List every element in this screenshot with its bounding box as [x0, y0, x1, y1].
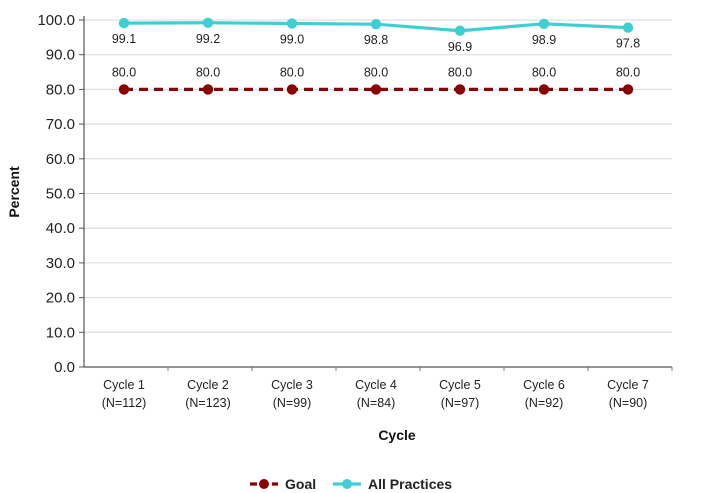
- x-axis-tick-labels: Cycle 1 (N=112) Cycle 2 (N=123) Cycle 3 (N=99…: [102, 378, 649, 410]
- data-label: 80.0: [448, 65, 472, 79]
- y-tick-label: 60.0: [46, 151, 75, 168]
- data-label: 80.0: [196, 65, 220, 79]
- data-point: [286, 84, 298, 95]
- x-tick-label: Cycle 1: [103, 378, 145, 392]
- x-tick-label: Cycle 5: [439, 378, 481, 392]
- x-tick-label: Cycle 4: [355, 378, 397, 392]
- data-point: [118, 17, 130, 29]
- y-axis-title: Percent: [6, 166, 22, 218]
- data-labels: 80.0 80.0 80.0 80.0 80.0 80.0 80.0 99.1 99.2 99.0…: [112, 32, 640, 80]
- y-tick-label: 0.0: [54, 359, 75, 376]
- y-tick-label: 20.0: [46, 290, 75, 307]
- legend-label: All Practices: [368, 476, 452, 492]
- y-tick-label: 30.0: [46, 255, 75, 272]
- y-tick-label: 100.0: [37, 12, 75, 29]
- y-tick-label: 70.0: [46, 116, 75, 133]
- x-tick-sublabel: (N=84): [357, 396, 396, 410]
- x-tick-sublabel: (N=90): [609, 396, 648, 410]
- data-label: 98.8: [364, 33, 388, 47]
- x-tick-label: Cycle 3: [271, 378, 313, 392]
- x-tick-sublabel: (N=97): [441, 396, 480, 410]
- y-tick-label: 50.0: [46, 186, 75, 203]
- y-tick-label: 10.0: [46, 324, 75, 341]
- data-label: 99.0: [280, 32, 304, 46]
- data-label: 80.0: [532, 65, 556, 79]
- y-axis-tick-labels: 0.0 10.0 20.0 30.0 40.0 50.0 60.0 70.0 80.0 90.0 1…: [37, 12, 75, 376]
- data-label: 99.2: [196, 32, 220, 46]
- data-point: [622, 22, 634, 33]
- gridlines: [84, 19, 672, 333]
- data-point: [202, 84, 214, 95]
- data-point: [538, 18, 550, 30]
- data-label: 96.9: [448, 40, 472, 54]
- data-label: 99.1: [112, 32, 136, 46]
- data-point: [622, 84, 634, 95]
- x-tick-sublabel: (N=112): [102, 396, 147, 410]
- data-label: 97.8: [616, 37, 640, 51]
- data-point: [286, 18, 298, 29]
- data-label: 80.0: [616, 65, 640, 79]
- x-tick-sublabel: (N=99): [273, 396, 312, 410]
- series: [118, 17, 634, 95]
- data-label: 98.9: [532, 33, 556, 47]
- legend: Goal All Practices: [250, 476, 452, 492]
- legend-label: Goal: [285, 476, 316, 492]
- legend-swatch-marker: [342, 479, 352, 489]
- data-point: [370, 18, 382, 30]
- data-point: [454, 84, 466, 95]
- data-label: 80.0: [364, 65, 388, 79]
- x-tick-label: Cycle 6: [523, 378, 565, 392]
- legend-swatch-marker: [259, 479, 269, 489]
- x-tick-label: Cycle 7: [607, 378, 649, 392]
- data-label: 80.0: [112, 65, 136, 79]
- data-point: [538, 84, 550, 95]
- data-label: 80.0: [280, 65, 304, 79]
- x-tick-label: Cycle 2: [187, 378, 229, 392]
- x-axis-title: Cycle: [378, 427, 416, 443]
- data-point: [454, 25, 466, 36]
- data-point: [370, 84, 382, 95]
- x-tick-sublabel: (N=123): [185, 396, 231, 410]
- y-tick-label: 90.0: [46, 47, 75, 64]
- data-point: [118, 84, 130, 95]
- axes: [79, 16, 673, 371]
- y-tick-label: 80.0: [46, 81, 75, 98]
- x-tick-sublabel: (N=92): [525, 396, 564, 410]
- y-tick-label: 40.0: [46, 220, 75, 237]
- data-point: [202, 17, 214, 28]
